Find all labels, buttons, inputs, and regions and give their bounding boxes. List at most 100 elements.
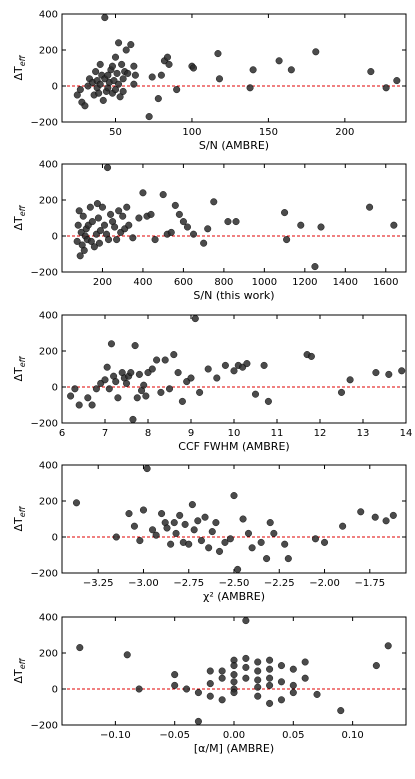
data-point [119, 87, 127, 95]
data-point [122, 379, 130, 387]
data-point [161, 356, 169, 364]
data-point [275, 57, 283, 65]
data-point [135, 370, 143, 378]
data-point [139, 189, 147, 197]
data-point [101, 376, 109, 384]
panel-1: −200 0 200 400 50 100 150 200 S/N (AMBRE) ΔTeff [12, 10, 407, 152]
x-tick-label: 1600 [373, 277, 398, 288]
data-point [157, 388, 165, 396]
data-point [112, 533, 120, 541]
x-tick-label: 1400 [333, 277, 358, 288]
data-point [114, 394, 122, 402]
panel-3: −200 0 200 400 6 7 8 9 10 11 12 13 14 CCF FWHM (AMBRE… [12, 311, 412, 454]
data-point [75, 207, 83, 215]
data-point [110, 77, 118, 85]
data-point [173, 86, 181, 94]
data-point [281, 209, 289, 217]
data-point [88, 218, 96, 226]
data-point [251, 390, 259, 398]
x-tick-label: −3.00 [128, 578, 159, 589]
data-point [289, 681, 297, 689]
data-point [254, 667, 262, 675]
data-point [75, 401, 83, 409]
data-point [122, 46, 130, 54]
data-point [148, 365, 156, 373]
x-tick-label: −2.50 [219, 578, 250, 589]
data-point [129, 415, 137, 423]
data-point [152, 531, 160, 539]
data-point [124, 69, 132, 77]
panel-4: −200 0 200 400 −3.25 −3.00 −2.75 −2.50 −2.25 −2.0… [12, 461, 407, 603]
data-point [371, 513, 379, 521]
data-point [254, 658, 262, 666]
data-point [113, 69, 121, 77]
data-point [143, 465, 151, 473]
plot-frame [61, 464, 407, 574]
x-axis-label: CCF FWHM (AMBRE) [178, 440, 289, 453]
data-point [284, 555, 292, 563]
data-point [96, 80, 104, 88]
data-point [246, 84, 254, 92]
y-tick-label: 0 [52, 383, 58, 394]
data-point [125, 221, 133, 229]
x-tick-label: −2.25 [264, 578, 295, 589]
data-point [119, 212, 127, 220]
y-tick-label: 200 [39, 46, 58, 57]
data-point [73, 237, 81, 245]
data-point [101, 14, 109, 22]
data-point [165, 385, 173, 393]
data-point [163, 524, 171, 532]
x-tick-label: 13 [357, 428, 370, 439]
data-point [234, 565, 242, 573]
data-point [105, 236, 113, 244]
data-point [153, 356, 161, 364]
data-point [218, 674, 226, 682]
data-point [170, 519, 178, 527]
data-point [131, 71, 139, 79]
data-point [127, 369, 135, 377]
x-tick-label: 150 [259, 127, 278, 138]
x-tick-label: 9 [188, 428, 194, 439]
panel-2: −200 0 200 400 200 400 600 800 1000 1200 1400 1600 S… [12, 160, 407, 302]
data-point [384, 642, 392, 650]
data-point [118, 60, 126, 68]
y-tick-label: 0 [52, 232, 58, 243]
data-point [389, 511, 397, 519]
data-point [204, 225, 212, 233]
x-tick-label: 1000 [252, 277, 277, 288]
data-point [115, 80, 123, 88]
data-point [76, 252, 84, 260]
data-point [218, 667, 226, 675]
data-point [382, 84, 390, 92]
data-point [76, 86, 84, 94]
data-point [317, 223, 325, 231]
plot-frame [61, 13, 407, 123]
x-tick-label: 8 [145, 428, 151, 439]
data-point [94, 214, 102, 222]
data-point [242, 617, 250, 625]
data-point [183, 223, 191, 231]
data-point [313, 690, 321, 698]
y-tick-label: 0 [52, 82, 58, 93]
x-axis-label: χ² (AMBRE) [203, 590, 265, 603]
data-point [206, 680, 214, 688]
data-point [201, 513, 209, 521]
x-tick-label: 1200 [292, 277, 317, 288]
y-tick-label: −200 [31, 569, 58, 580]
data-point [194, 689, 202, 697]
y-tick-label: −200 [31, 721, 58, 732]
data-point [307, 352, 315, 360]
data-point [171, 671, 179, 679]
data-point [194, 717, 202, 725]
y-tick-label: 400 [39, 613, 58, 624]
y-tick-label: −200 [31, 118, 58, 129]
data-point [398, 367, 406, 375]
y-tick-label: 0 [52, 533, 58, 544]
data-point [266, 665, 274, 673]
plot-frame [61, 163, 407, 273]
y-axis-label: ΔTeff [12, 657, 27, 683]
data-point [98, 203, 106, 211]
data-point [190, 230, 198, 238]
data-point [249, 66, 257, 74]
data-point [84, 82, 92, 90]
